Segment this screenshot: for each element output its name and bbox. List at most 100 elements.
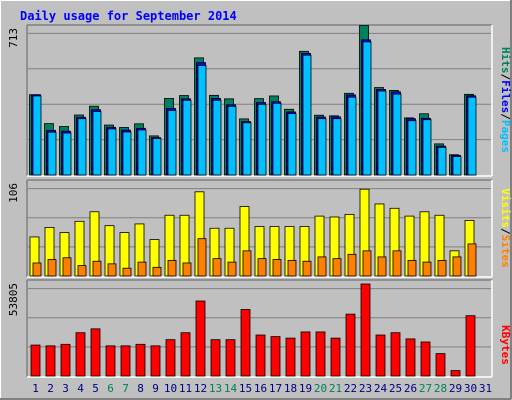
bar-sites-day-16: [257, 258, 267, 277]
bar-sites-day-6: [107, 263, 117, 277]
x-tick-day-22: 22: [344, 382, 357, 395]
bar-pages-day-15: [242, 122, 252, 176]
x-tick-day-5: 5: [92, 382, 99, 395]
panel-hits-files-pages: 713: [7, 24, 493, 177]
x-tick-day-3: 3: [62, 382, 69, 395]
bar-pages-day-30: [467, 96, 477, 176]
bar-pages-day-10: [167, 110, 177, 176]
bar-kbytes-day-14: [225, 339, 236, 377]
bar-sites-day-8: [137, 261, 147, 277]
bar-kbytes-day-10: [165, 339, 176, 377]
bar-kbytes-day-9: [150, 345, 161, 377]
bar-kbytes-day-22: [345, 313, 356, 377]
x-tick-day-9: 9: [152, 382, 159, 395]
bar-kbytes-day-30: [465, 315, 476, 377]
x-tick-day-8: 8: [137, 382, 144, 395]
bar-pages-day-16: [257, 103, 267, 176]
bar-sites-day-18: [287, 259, 297, 277]
y-max-label: 713: [7, 28, 20, 48]
bar-sites-day-21: [332, 258, 342, 277]
bar-sites-day-2: [47, 259, 57, 277]
bar-sites-day-9: [152, 266, 162, 277]
bar-pages-day-9: [152, 138, 162, 176]
bar-sites-day-22: [347, 253, 357, 277]
x-tick-day-26: 26: [404, 382, 417, 395]
bar-sites-day-10: [167, 259, 177, 277]
bar-pages-day-4: [77, 118, 87, 176]
x-tick-day-13: 13: [209, 382, 222, 395]
bar-sites-day-29: [452, 256, 462, 277]
panel-visits-sites: 106: [7, 179, 493, 278]
bar-kbytes-day-28: [435, 353, 446, 377]
x-tick-day-6: 6: [107, 382, 114, 395]
x-tick-day-25: 25: [389, 382, 402, 395]
x-tick-day-10: 10: [164, 382, 177, 395]
bar-sites-day-17: [272, 259, 282, 277]
legend-visits: Visits: [499, 188, 512, 228]
bar-kbytes-day-1: [30, 344, 41, 377]
x-tick-day-14: 14: [224, 382, 238, 395]
legend-pages: Pages: [499, 120, 512, 153]
legend-pages-files-hits: Hits/Files/Pages: [499, 47, 512, 153]
bar-kbytes-day-5: [90, 328, 101, 377]
bar-sites-day-4: [77, 265, 87, 277]
bar-kbytes-day-19: [300, 331, 311, 377]
bar-kbytes-day-27: [420, 341, 431, 377]
bar-pages-day-17: [272, 102, 282, 176]
bar-kbytes-day-13: [210, 339, 221, 377]
x-tick-day-2: 2: [47, 382, 54, 395]
legend-files: Files: [499, 80, 512, 113]
x-tick-day-11: 11: [179, 382, 192, 395]
bar-kbytes-day-11: [180, 332, 191, 377]
bar-pages-day-20: [317, 118, 327, 176]
bar-pages-day-23: [362, 41, 372, 176]
x-tick-day-23: 23: [359, 382, 372, 395]
bar-pages-day-3: [62, 132, 72, 176]
legend-sites: Sites: [499, 235, 512, 268]
legend-sites-visits: Visits/Sites: [499, 188, 512, 268]
chart-title: Daily usage for September 2014: [20, 9, 237, 23]
x-tick-day-29: 29: [449, 382, 462, 395]
bar-kbytes-day-6: [105, 345, 116, 377]
bar-kbytes-day-16: [255, 334, 266, 377]
bar-sites-day-3: [62, 257, 72, 277]
x-tick-day-19: 19: [299, 382, 312, 395]
bar-pages-day-12: [197, 65, 207, 176]
bar-sites-day-28: [437, 259, 447, 277]
x-tick-day-20: 20: [314, 382, 327, 395]
bar-sites-day-27: [422, 261, 432, 277]
bar-kbytes-day-2: [45, 345, 56, 377]
bar-pages-day-25: [392, 93, 402, 176]
bar-pages-day-2: [47, 131, 57, 176]
bar-kbytes-day-4: [75, 332, 86, 377]
bar-pages-day-29: [452, 156, 462, 176]
bar-pages-day-8: [137, 129, 147, 176]
bar-pages-day-1: [32, 95, 42, 176]
bar-sites-day-1: [32, 262, 42, 277]
bar-kbytes-day-3: [60, 343, 71, 377]
bar-kbytes-day-23: [360, 283, 371, 377]
bar-pages-day-28: [437, 146, 447, 176]
bar-kbytes-day-17: [270, 336, 281, 377]
bar-pages-day-14: [227, 106, 237, 176]
panel-kbytes: 53805: [7, 279, 493, 378]
bar-sites-day-19: [302, 260, 312, 277]
bar-sites-day-12: [197, 238, 207, 277]
bar-sites-day-24: [377, 256, 387, 277]
bar-kbytes-day-24: [375, 334, 386, 377]
bar-kbytes-day-15: [240, 309, 251, 377]
bar-sites-day-30: [467, 243, 477, 277]
x-tick-day-28: 28: [434, 382, 447, 395]
x-tick-day-30: 30: [464, 382, 477, 395]
x-tick-day-27: 27: [419, 382, 432, 395]
bar-sites-day-5: [92, 260, 102, 277]
bar-kbytes-day-26: [405, 338, 416, 377]
bar-kbytes-day-25: [390, 332, 401, 377]
bar-sites-day-11: [182, 262, 192, 277]
bar-kbytes-day-29: [450, 370, 461, 377]
bar-kbytes-day-21: [330, 337, 341, 377]
bar-sites-day-26: [407, 259, 417, 277]
bar-pages-day-6: [107, 128, 117, 176]
x-tick-day-17: 17: [269, 382, 282, 395]
